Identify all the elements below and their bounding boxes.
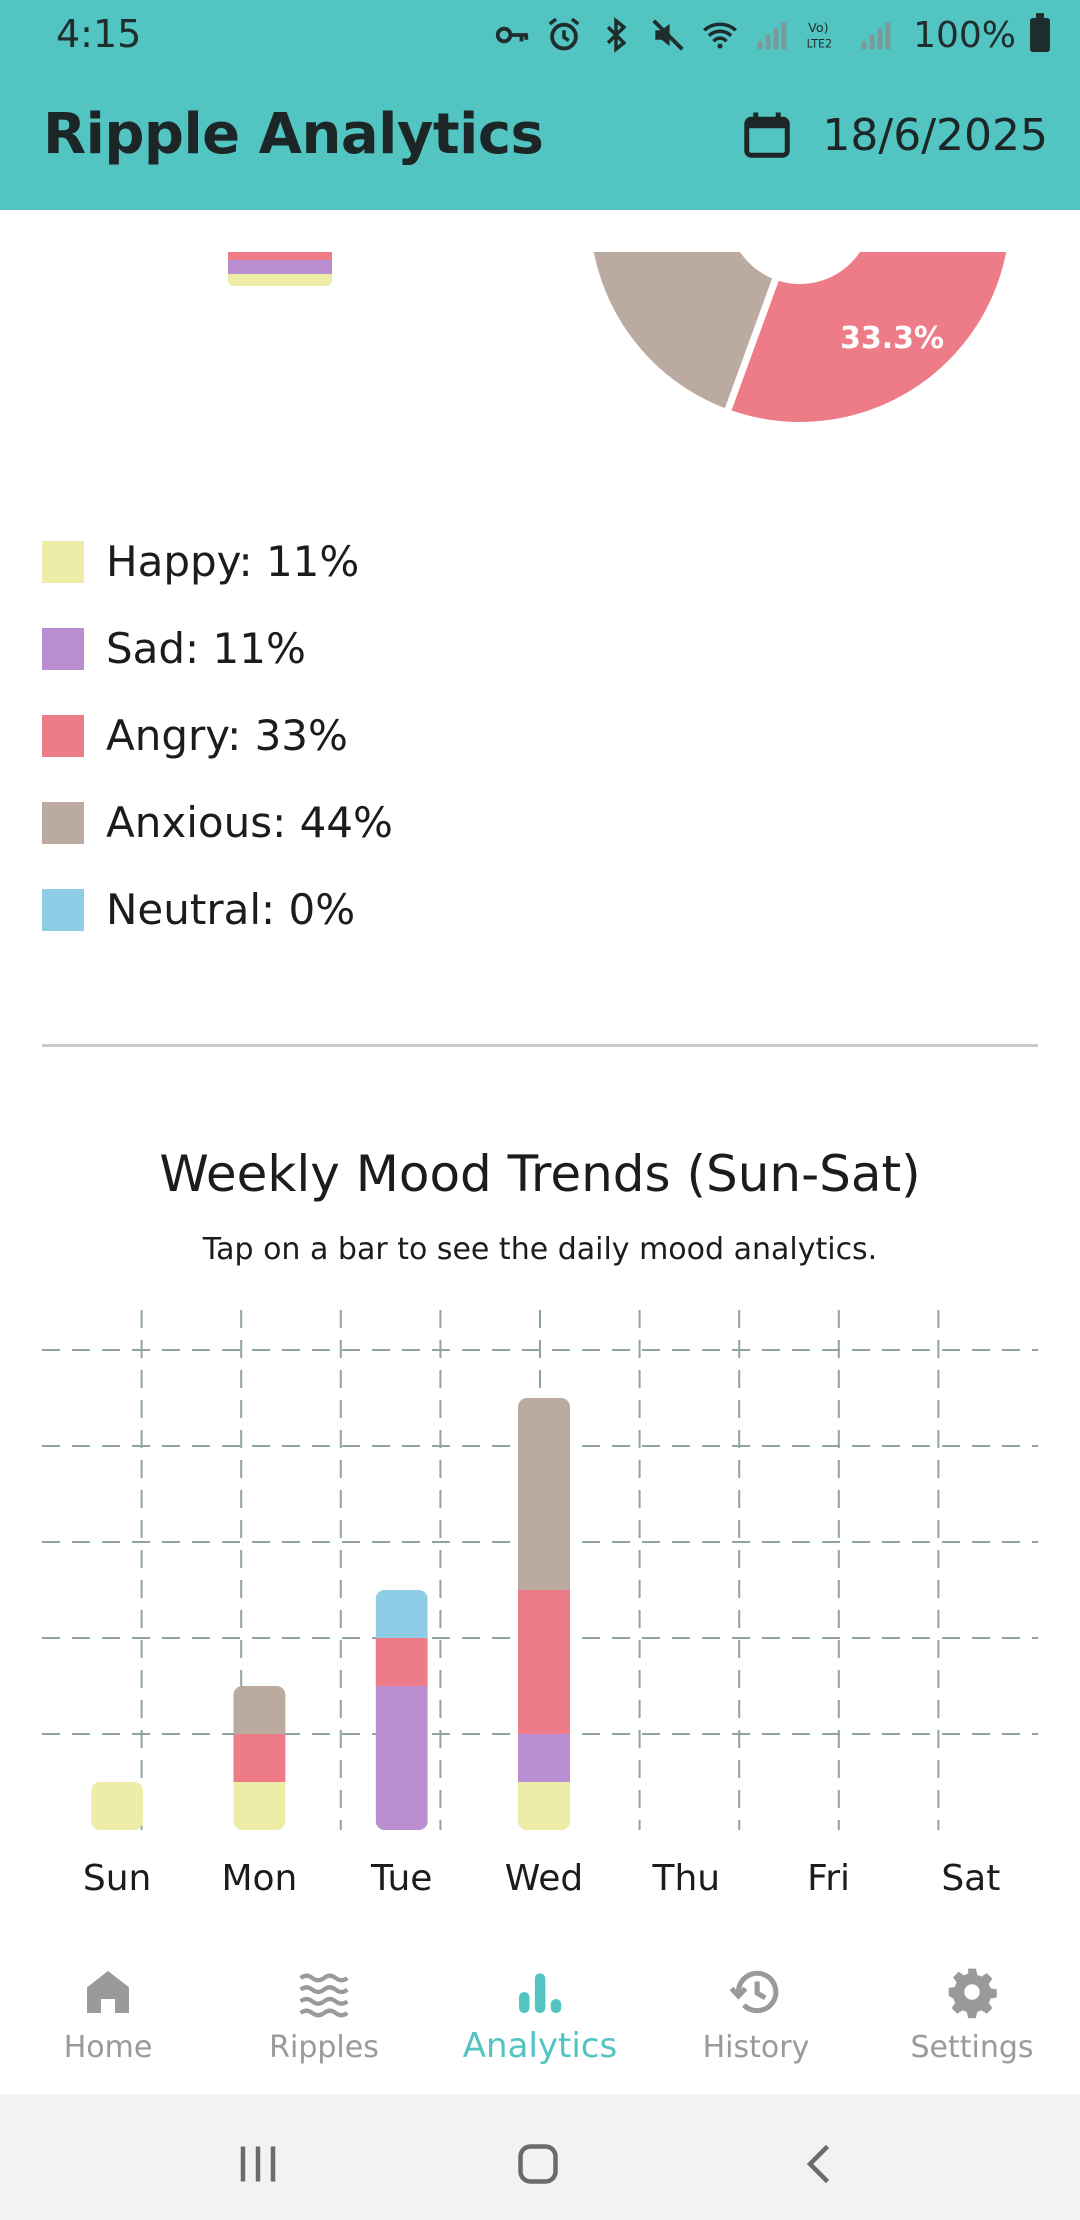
home-button-icon[interactable]: [508, 2134, 568, 2194]
svg-text:LTE2: LTE2: [807, 38, 832, 51]
fragment-segment-angry: [228, 252, 332, 260]
legend-label: Angry: 33%: [106, 711, 348, 760]
x-tick-label: Wed: [505, 1858, 584, 1899]
back-icon[interactable]: [790, 2134, 850, 2194]
nav-label[interactable]: History: [702, 2030, 810, 2065]
x-tick-label: Tue: [370, 1858, 433, 1899]
nav-item-history[interactable]: History: [648, 1938, 864, 2094]
nav-item-analytics[interactable]: Analytics: [432, 1938, 648, 2094]
bar-segment-anxious-wed[interactable]: [518, 1398, 570, 1590]
bar-segment-neutral-tue[interactable]: [375, 1590, 428, 1638]
system-navigation-bar: [0, 2094, 1080, 2220]
nav-item-ripples[interactable]: Ripples: [216, 1938, 432, 2094]
weekly-chart-title: Weekly Mood Trends (Sun-Sat): [159, 1145, 921, 1203]
page-title: Ripple Analytics: [43, 102, 544, 167]
bar-segment-happy-wed[interactable]: [518, 1782, 570, 1830]
date-picker[interactable]: 18/6/2025: [740, 108, 1048, 162]
donut-slice-separator: [724, 278, 779, 411]
bar-segment-angry-tue[interactable]: [375, 1638, 428, 1686]
legend-item-happy: Happy: 11%: [42, 518, 393, 605]
battery-percent: 100%: [913, 14, 1016, 56]
signal-icon: [757, 22, 787, 50]
legend-label: Happy: 11%: [106, 537, 360, 586]
status-icons: Vo) LTE2 100%: [493, 10, 1050, 60]
legend-item-sad: Sad: 11%: [42, 605, 393, 692]
status-time: 4:15: [56, 12, 142, 56]
wifi-icon: [703, 22, 738, 49]
mute-icon: [652, 19, 684, 51]
app-header: 4:15 Vo) LTE2 100% Ripple Analytics 18/6/…: [0, 0, 1080, 210]
volte-icon: Vo) LTE2: [807, 20, 832, 51]
svg-text:Vo): Vo): [808, 20, 828, 35]
calendar-icon[interactable]: [740, 108, 794, 162]
bar-segment-happy-mon[interactable]: [233, 1782, 286, 1830]
bottom-navigation: Home Ripples Analytics History Settings: [0, 1938, 1080, 2094]
legend-item-angry: Angry: 33%: [42, 692, 393, 779]
history-icon[interactable]: [728, 1964, 784, 2020]
fragment-segment-sad: [228, 260, 332, 274]
recent-apps-icon[interactable]: [228, 2134, 288, 2194]
bar-segment-sad-tue[interactable]: [375, 1686, 428, 1830]
battery-icon: [1030, 13, 1050, 52]
legend-swatch-neutral: [42, 888, 84, 931]
donut-label-angry: 33.3%: [840, 321, 944, 356]
bar-segment-sad-wed[interactable]: [518, 1734, 570, 1782]
legend-swatch-happy: [42, 540, 84, 583]
alarm-icon: [548, 17, 580, 51]
bar-segment-anxious-mon[interactable]: [233, 1686, 286, 1734]
nav-label[interactable]: Ripples: [269, 2030, 379, 2065]
bar-segment-angry-mon[interactable]: [233, 1734, 286, 1782]
section-divider: [42, 1044, 1038, 1047]
waves-icon[interactable]: [296, 1964, 352, 2020]
legend-label: Sad: 11%: [106, 624, 306, 673]
nav-label[interactable]: Home: [63, 2030, 153, 2065]
donut-slice-angry: [728, 252, 1007, 422]
x-tick-label: Thu: [651, 1858, 720, 1899]
nav-item-settings[interactable]: Settings: [864, 1938, 1080, 2094]
legend-item-neutral: Neutral: 0%: [42, 866, 393, 953]
x-tick-label: Sat: [941, 1858, 1000, 1899]
weekly-chart-subtitle: Tap on a bar to see the daily mood analy…: [202, 1232, 878, 1267]
nav-item-home[interactable]: Home: [0, 1938, 216, 2094]
fragment-segment-happy: [228, 274, 332, 286]
legend-label: Anxious: 44%: [106, 798, 393, 847]
x-tick-label: Sun: [83, 1858, 151, 1899]
nav-label[interactable]: Analytics: [462, 2026, 618, 2066]
selected-date[interactable]: 18/6/2025: [822, 109, 1048, 161]
signal-2-icon: [861, 22, 891, 50]
donut-slice-anxious: [593, 252, 776, 410]
bar-segment-angry-wed[interactable]: [518, 1590, 570, 1734]
status-bar: 4:15 Vo) LTE2 100%: [0, 0, 1080, 70]
key-icon: [495, 26, 529, 44]
bar-segment-happy-sun[interactable]: [91, 1782, 144, 1830]
legend-item-anxious: Anxious: 44%: [42, 779, 393, 866]
x-tick-label: Mon: [221, 1858, 297, 1899]
daily-bar-fragment: [228, 252, 332, 286]
analytics-content[interactable]: 33.3% Happy: 11% Sad: 11% Angry: 33% Anx…: [0, 210, 1080, 1940]
legend-swatch-sad: [42, 627, 84, 670]
x-tick-label: Fri: [807, 1858, 850, 1899]
home-icon[interactable]: [80, 1964, 136, 2020]
legend-swatch-anxious: [42, 801, 84, 844]
gear-icon[interactable]: [944, 1964, 1000, 2020]
mood-donut-chart[interactable]: 33.3%: [580, 252, 1020, 482]
bluetooth-icon: [606, 17, 627, 53]
bar-chart-icon[interactable]: [512, 1964, 568, 2020]
legend-label: Neutral: 0%: [106, 885, 356, 934]
legend-swatch-angry: [42, 714, 84, 757]
mood-legend: Happy: 11% Sad: 11% Angry: 33% Anxious: …: [42, 518, 393, 953]
weekly-bar-chart[interactable]: Sun Mon Tue Wed Thu Fri Sat: [0, 1310, 1080, 1940]
nav-label[interactable]: Settings: [910, 2030, 1034, 2065]
